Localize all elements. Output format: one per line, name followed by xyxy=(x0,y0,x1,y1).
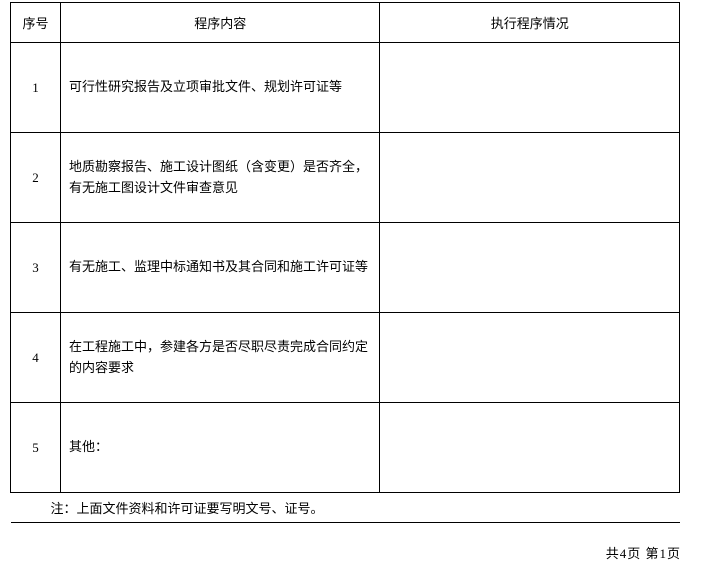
page-indicator: 共4页 第1页 xyxy=(606,543,681,562)
cell-index: 1 xyxy=(11,43,61,133)
cell-content: 在工程施工中，参建各方是否尽职尽责完成合同约定的内容要求 xyxy=(60,313,380,403)
cell-status xyxy=(380,43,680,133)
table-row: 2 地质勘察报告、施工设计图纸（含变更）是否齐全，有无施工图设计文件审查意见 xyxy=(11,133,680,223)
cell-status xyxy=(380,313,680,403)
footnote-row: 注：上面文件资料和许可证要写明文号、证号。 xyxy=(11,493,680,523)
footnote-cell: 注：上面文件资料和许可证要写明文号、证号。 xyxy=(11,493,680,523)
table-row: 4 在工程施工中，参建各方是否尽职尽责完成合同约定的内容要求 xyxy=(11,313,680,403)
cell-content: 可行性研究报告及立项审批文件、规划许可证等 xyxy=(60,43,380,133)
table-body: 1 可行性研究报告及立项审批文件、规划许可证等 2 地质勘察报告、施工设计图纸（… xyxy=(11,43,680,523)
cell-index: 3 xyxy=(11,223,61,313)
header-status: 执行程序情况 xyxy=(380,3,680,43)
cell-index: 5 xyxy=(11,403,61,493)
cell-status xyxy=(380,403,680,493)
table-row: 5 其他： xyxy=(11,403,680,493)
cell-index: 2 xyxy=(11,133,61,223)
table-row: 1 可行性研究报告及立项审批文件、规划许可证等 xyxy=(11,43,680,133)
cell-content: 地质勘察报告、施工设计图纸（含变更）是否齐全，有无施工图设计文件审查意见 xyxy=(60,133,380,223)
cell-content: 有无施工、监理中标通知书及其合同和施工许可证等 xyxy=(60,223,380,313)
header-index: 序号 xyxy=(11,3,61,43)
cell-status xyxy=(380,223,680,313)
table-header-row: 序号 程序内容 执行程序情况 xyxy=(11,3,680,43)
table-row: 3 有无施工、监理中标通知书及其合同和施工许可证等 xyxy=(11,223,680,313)
cell-index: 4 xyxy=(11,313,61,403)
procedure-table: 序号 程序内容 执行程序情况 1 可行性研究报告及立项审批文件、规划许可证等 2… xyxy=(10,2,680,523)
cell-content: 其他： xyxy=(60,403,380,493)
header-content: 程序内容 xyxy=(60,3,380,43)
cell-status xyxy=(380,133,680,223)
